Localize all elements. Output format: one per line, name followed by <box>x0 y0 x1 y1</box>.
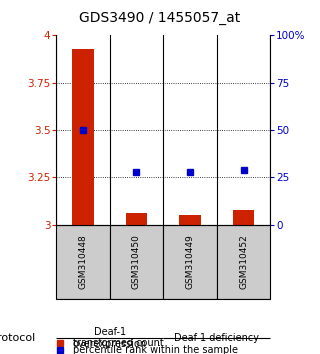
Text: GSM310448: GSM310448 <box>78 235 87 289</box>
Text: transformed count: transformed count <box>73 337 164 348</box>
Bar <box>109 225 163 299</box>
Text: protocol: protocol <box>0 333 36 343</box>
Bar <box>126 213 147 225</box>
Text: GSM310450: GSM310450 <box>132 234 141 290</box>
Bar <box>72 48 93 225</box>
Bar <box>56 225 109 299</box>
Bar <box>233 210 254 225</box>
Text: GDS3490 / 1455057_at: GDS3490 / 1455057_at <box>79 11 241 25</box>
Text: GSM310452: GSM310452 <box>239 235 248 289</box>
Text: Deaf-1 deficiency: Deaf-1 deficiency <box>174 333 259 343</box>
Bar <box>217 225 270 299</box>
Text: percentile rank within the sample: percentile rank within the sample <box>73 346 238 354</box>
Bar <box>179 215 201 225</box>
Text: GSM310449: GSM310449 <box>186 235 195 289</box>
Text: Deaf-1
overexpression: Deaf-1 overexpression <box>73 327 147 349</box>
Bar <box>163 225 217 299</box>
